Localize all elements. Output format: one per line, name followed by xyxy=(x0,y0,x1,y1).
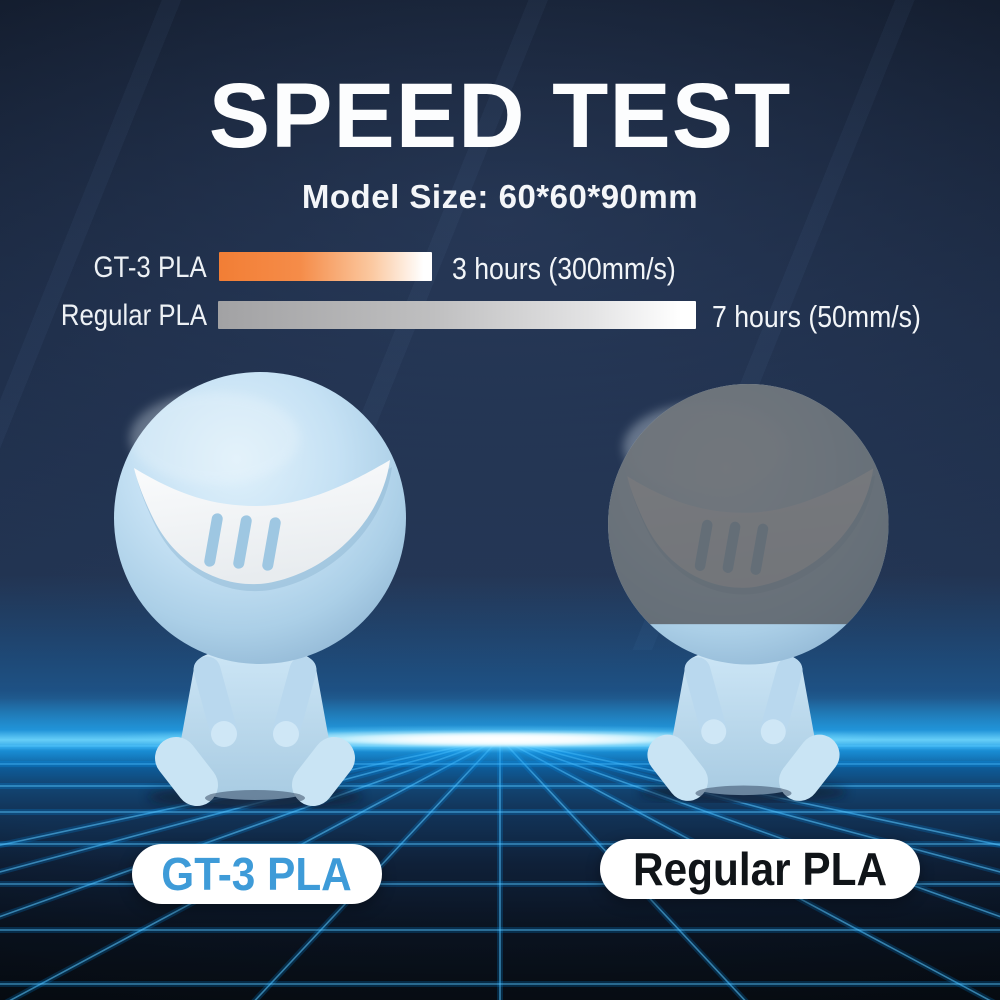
chart-value-gt3: 3 hours (300mm/s) xyxy=(452,251,676,286)
unprinted-overlay xyxy=(608,384,889,625)
page-subtitle: Model Size: 60*60*90mm xyxy=(301,178,699,215)
caption-pill-regular: Regular PLA xyxy=(600,839,920,899)
page-title: SPEED TEST xyxy=(208,65,792,167)
chart-bar-gt3 xyxy=(219,252,432,281)
chart-bar-regular xyxy=(218,301,696,329)
caption-pill-gt3: GT-3 PLA xyxy=(132,844,382,904)
caption-gt3: GT-3 PLA xyxy=(161,848,353,900)
chart-row-label-regular: Regular PLA xyxy=(60,299,207,332)
chart-value-regular: 7 hours (50mm/s) xyxy=(712,299,921,334)
chart-row-label-gt3: GT-3 PLA xyxy=(93,251,207,284)
figure-regular xyxy=(608,384,889,803)
figure-gt3 xyxy=(90,368,420,808)
caption-regular: Regular PLA xyxy=(633,843,887,895)
